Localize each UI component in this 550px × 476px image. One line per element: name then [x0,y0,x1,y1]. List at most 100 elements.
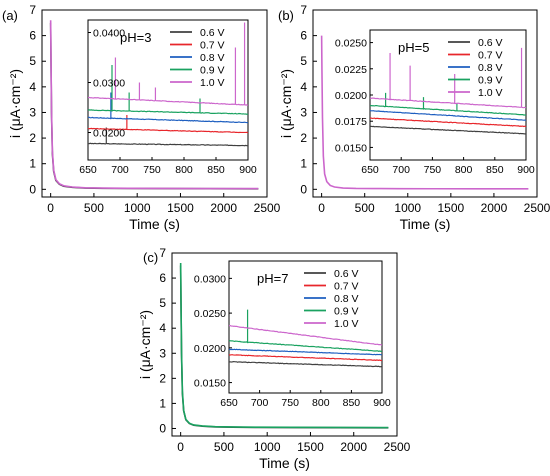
x-tick-label: 1000 [394,201,421,215]
panel-1: (b) 0 500 1000 1500 2000 2500 0 1 2 3 4 5 6 7 Time (s) i… [278,3,550,232]
x-tick-label: 2000 [210,201,237,215]
inset-y-tick-label: 0.0400 [93,28,125,40]
panel-label: (b) [278,8,294,23]
inset-y-tick-label: 0.0200 [335,90,367,102]
inset-x-tick-label: 850 [207,164,225,176]
inset-series-line [87,127,249,147]
legend-label: 0.6 V [334,268,359,280]
y-tick-label: 0 [159,421,166,435]
inset-plot: 650 700 750 800 850 900 0.0150 0.0175 0.0200 0.02… [335,29,535,176]
x-tick-label: 0 [177,440,184,454]
inset-annotation: pH=7 [257,271,288,286]
y-tick-label: 1 [300,157,307,171]
inset-frame [87,19,249,161]
inset-x-tick-label: 900 [373,397,391,409]
inset-series-line [87,22,249,106]
x-tick-label: 1500 [167,201,194,215]
legend-label: 1.0 V [334,318,359,330]
y-tick-label: 4 [300,80,307,94]
inset-series-line [87,65,249,115]
y-tick-label: 3 [29,105,36,119]
x-tick-label: 2500 [254,201,281,215]
inset-series-line [228,348,383,356]
inset-x-tick-label: 750 [424,164,442,176]
y-tick-label: 6 [159,271,166,285]
x-tick-label: 1000 [254,440,281,454]
legend-label: 0.6 V [478,37,503,49]
inset-x-tick-label: 700 [392,164,410,176]
inset-series-line [369,92,526,116]
inset-series-line [228,324,383,346]
inset-x-tick-label: 700 [251,397,269,409]
inset-x-tick-label: 900 [517,164,535,176]
y-tick-label: 6 [29,29,36,43]
x-tick-label: 2500 [384,440,411,454]
x-tick-label: 500 [84,201,104,215]
inset-x-tick-label: 750 [281,397,299,409]
inset-y-tick-label: 0.0250 [194,308,226,320]
inset-frame [228,260,383,394]
x-axis-label: Time (s) [400,216,451,232]
y-tick-label: 5 [29,54,36,68]
x-tick-label: 2000 [481,201,508,215]
main-plot-frame [41,9,268,198]
x-axis-label: Time (s) [259,455,310,471]
y-tick-label: 6 [300,29,307,43]
panel-label: (a) [2,8,18,23]
y-tick-label: 1 [159,396,166,410]
inset-x-tick-label: 700 [111,164,129,176]
inset-x-tick-label: 800 [175,164,193,176]
inset-x-tick-label: 800 [455,164,473,176]
inset-annotation: pH=3 [120,30,151,45]
inset-plot: 650 700 750 800 850 900 0.0200 0.0300 0.0400pH=3… [79,19,257,176]
main-series-line [49,20,259,190]
y-tick-label: 5 [159,296,166,310]
legend-label: 0.7 V [478,50,503,62]
legend-label: 1.0 V [200,77,225,89]
inset-series-line [228,361,383,368]
y-tick-label: 3 [159,346,166,360]
legend-label: 0.9 V [200,65,225,77]
x-tick-label: 500 [214,440,234,454]
inset-y-tick-label: 0.0150 [194,378,226,390]
inset-series-line [228,309,383,352]
legend-label: 0.7 V [334,281,359,293]
inset-series-line [369,125,527,135]
inset-frame [369,29,527,161]
main-series-line [179,263,389,429]
inset-plot: 650 700 750 800 850 900 0.0150 0.0200 0.0250 0.03… [194,260,391,409]
x-tick-label: 0 [47,201,54,215]
x-axis-label: Time (s) [129,216,180,232]
inset-series-line [369,109,527,121]
x-tick-label: 0 [318,201,325,215]
inset-x-tick-label: 750 [143,164,161,176]
legend-label: 0.8 V [334,293,359,305]
y-tick-label: 2 [159,371,166,385]
panel-label: (c) [143,250,158,265]
inset-y-tick-label: 0.0250 [335,38,367,50]
y-tick-label: 7 [29,3,36,17]
y-tick-label: 4 [159,321,166,335]
inset-y-tick-label: 0.0150 [335,142,367,154]
y-tick-label: 4 [29,80,36,94]
inset-y-tick-label: 0.0300 [93,78,125,90]
y-tick-label: 2 [29,131,36,145]
main-series-line [320,35,529,190]
y-tick-label: 0 [29,182,36,196]
x-tick-label: 2500 [524,201,550,215]
inset-series-line [87,115,249,134]
y-tick-label: 3 [300,105,307,119]
y-tick-label: 5 [300,54,307,68]
x-tick-label: 1500 [437,201,464,215]
inset-y-tick-label: 0.0175 [335,116,367,128]
inset-x-tick-label: 650 [361,164,379,176]
main-plot-frame [171,252,398,437]
y-tick-label: 1 [29,157,36,171]
legend-label: 1.0 V [478,87,503,99]
inset-y-tick-label: 0.0200 [93,128,125,140]
x-tick-label: 2000 [340,440,367,454]
legend-label: 0.6 V [200,27,225,39]
legend-label: 0.8 V [200,52,225,64]
y-tick-label: 0 [300,182,307,196]
